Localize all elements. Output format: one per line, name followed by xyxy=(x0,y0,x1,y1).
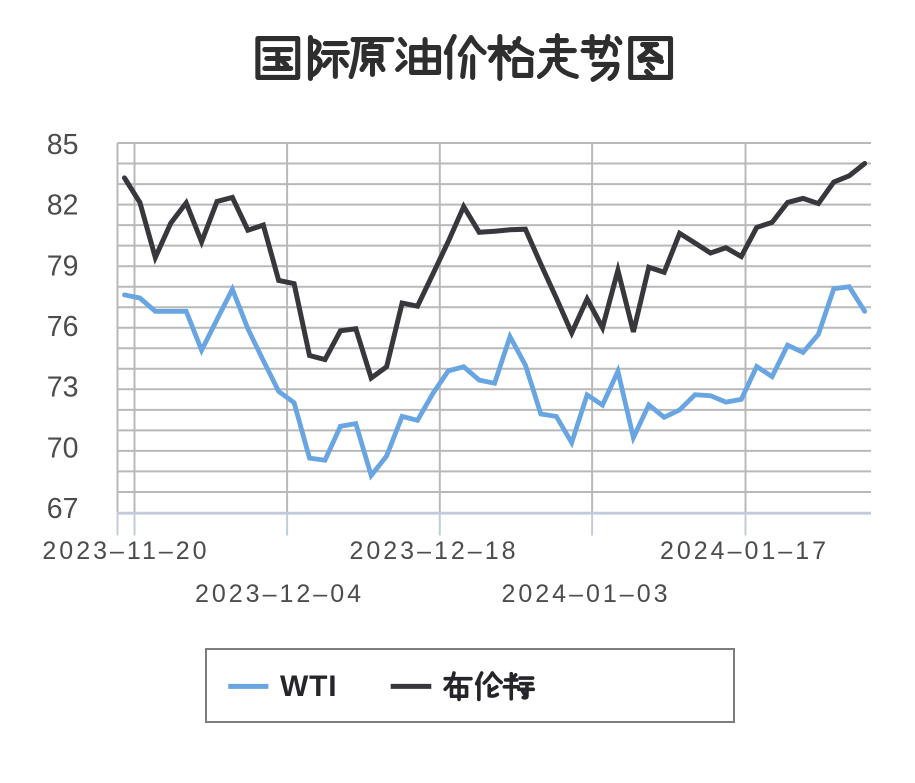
svg-text:70: 70 xyxy=(47,432,79,464)
svg-text:2023–12–04: 2023–12–04 xyxy=(195,580,364,608)
svg-text:2023–12–18: 2023–12–18 xyxy=(349,537,518,565)
svg-text:67: 67 xyxy=(47,493,79,525)
svg-text:73: 73 xyxy=(47,372,79,404)
svg-text:79: 79 xyxy=(47,250,79,282)
svg-text:2023–11–20: 2023–11–20 xyxy=(42,537,209,565)
svg-text:2024–01–03: 2024–01–03 xyxy=(501,580,670,608)
svg-text:2024–01–17: 2024–01–17 xyxy=(660,537,829,565)
svg-text:82: 82 xyxy=(47,190,79,222)
svg-text:76: 76 xyxy=(47,311,79,343)
svg-text:85: 85 xyxy=(47,129,79,161)
svg-text:WTI: WTI xyxy=(280,670,337,703)
